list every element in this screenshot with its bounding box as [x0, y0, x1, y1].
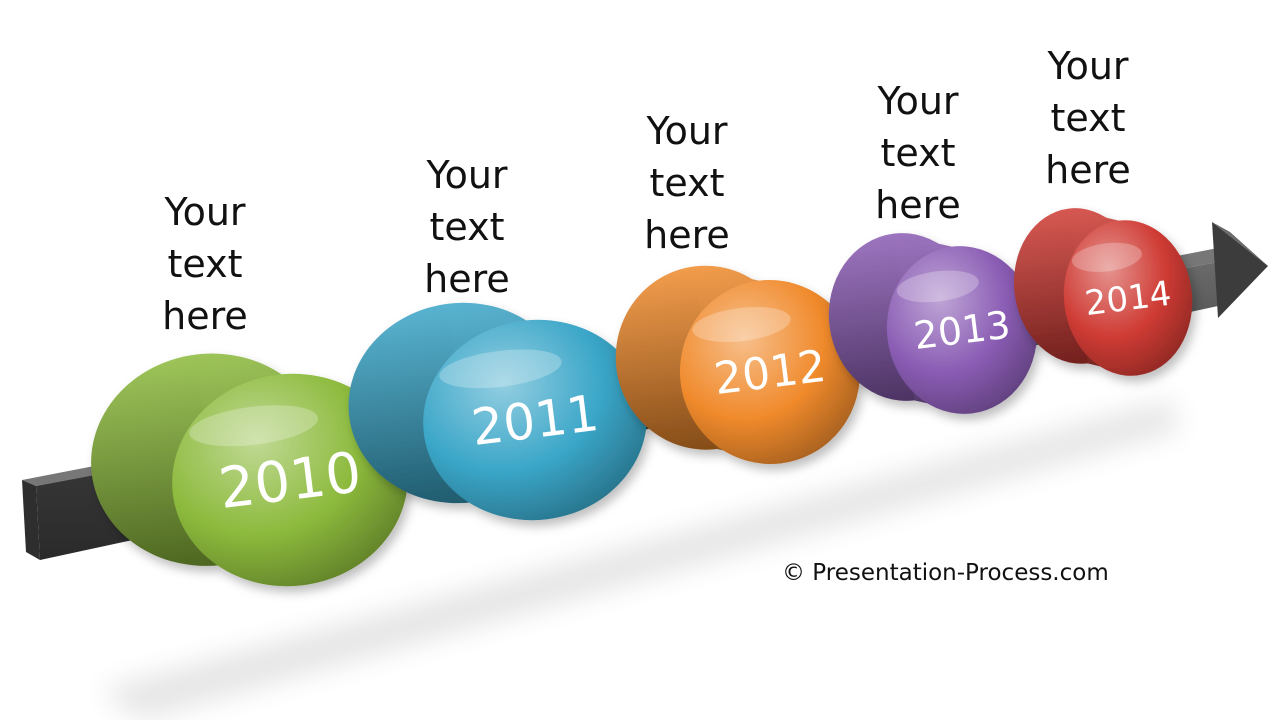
- milestone-caption-2011: Your text here: [387, 149, 547, 305]
- milestone-capsule-2010: 2010: [91, 353, 408, 587]
- milestone-caption-2014: Your text here: [1008, 40, 1168, 196]
- caption-line: Your: [164, 190, 246, 234]
- capsule-highlight: [692, 307, 791, 343]
- capsule-highlight: [189, 405, 319, 447]
- caption-line: Your: [646, 109, 728, 153]
- caption-line: here: [875, 183, 961, 227]
- caption-line: here: [1045, 148, 1131, 192]
- caption-line: here: [424, 257, 510, 301]
- floor-shadow: [100, 400, 1180, 720]
- milestone-capsule-2014: 2014: [1013, 208, 1193, 376]
- caption-line: Your: [426, 153, 508, 197]
- arrow-head-top: [1212, 222, 1268, 266]
- caption-line: text: [167, 242, 243, 286]
- arrow-shaft-end: [22, 480, 40, 560]
- milestone-caption-2013: Your text here: [838, 75, 998, 231]
- caption-line: text: [649, 161, 725, 205]
- caption-line: text: [880, 131, 956, 175]
- copyright-notice: © Presentation-Process.com: [782, 560, 1109, 586]
- caption-line: here: [162, 294, 248, 338]
- capsule-highlight: [896, 270, 979, 303]
- arrow-head: [1212, 222, 1268, 318]
- caption-line: text: [429, 205, 505, 249]
- caption-line: text: [1050, 96, 1126, 140]
- caption-line: Your: [1047, 44, 1129, 88]
- caption-line: Your: [877, 79, 959, 123]
- milestone-capsule-2012: 2012: [615, 265, 861, 464]
- capsule-highlight: [439, 349, 562, 389]
- milestone-caption-2012: Your text here: [607, 105, 767, 261]
- caption-line: here: [644, 213, 730, 257]
- capsule-highlight: [1071, 242, 1142, 272]
- milestone-caption-2010: Your text here: [125, 186, 285, 342]
- milestone-capsule-2013: 2013: [828, 233, 1038, 414]
- milestone-capsule-2011: 2011: [348, 302, 647, 521]
